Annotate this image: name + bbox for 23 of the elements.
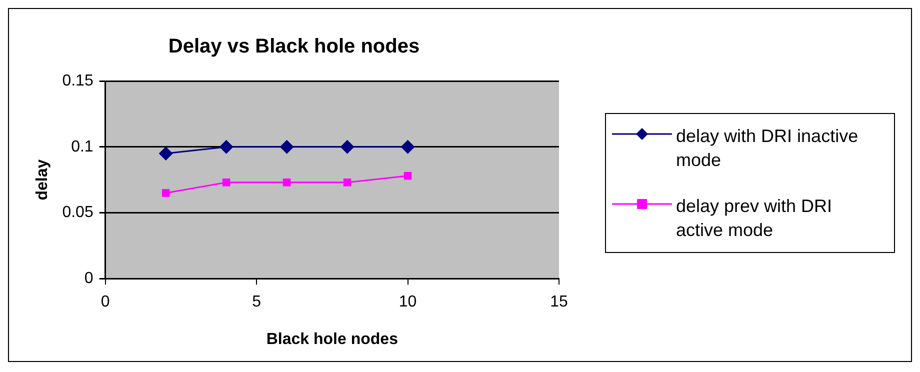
x-tick-label: 5: [252, 294, 262, 311]
point: [400, 140, 415, 154]
legend-label: delay prev with DRI active mode: [676, 195, 834, 242]
chart-title: Delay vs Black hole nodes: [168, 36, 420, 58]
y-axis-title: delay: [34, 159, 52, 200]
legend-label: delay with DRI inactive mode: [676, 125, 860, 172]
y-tick-label: 0.05: [62, 204, 94, 222]
point: [219, 140, 234, 154]
point: [280, 140, 294, 154]
y-tick-label: 0.15: [62, 72, 94, 90]
point: [162, 189, 170, 197]
x-axis-title: Black hole nodes: [266, 330, 398, 348]
point: [343, 178, 352, 186]
y-tick-label: 0: [84, 270, 94, 288]
y-tick-label: 0.1: [71, 138, 94, 156]
x-tick-label: 0: [100, 294, 110, 311]
point: [340, 140, 354, 154]
x-tick-label: 10: [398, 294, 417, 311]
point: [222, 178, 230, 186]
point: [404, 172, 412, 180]
x-tick-label: 15: [550, 294, 568, 311]
point: [282, 178, 291, 186]
point: [158, 146, 173, 160]
